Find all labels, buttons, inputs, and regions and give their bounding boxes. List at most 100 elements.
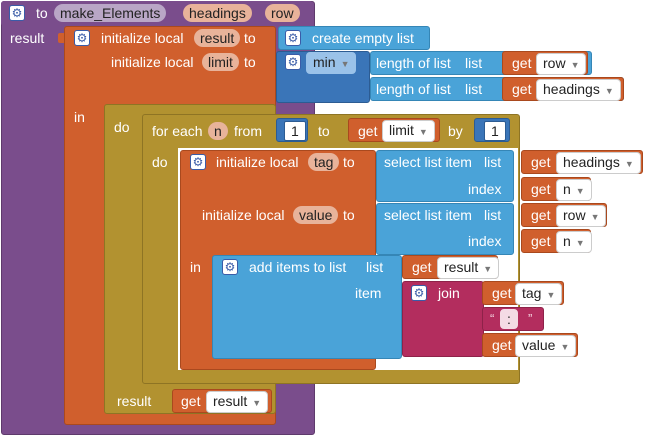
- chevron-down-icon: ▼: [590, 212, 600, 222]
- var-name: row: [543, 55, 566, 71]
- procedure-name-field[interactable]: make_Elements: [54, 4, 167, 22]
- to-label: to: [343, 154, 355, 170]
- text-string-field[interactable]: :: [500, 309, 518, 329]
- local-name-limit[interactable]: limit: [202, 53, 239, 71]
- chevron-down-icon: ▼: [624, 159, 634, 169]
- list-label: list: [484, 154, 502, 170]
- length-of-list-label: length of list: [376, 55, 451, 71]
- local-name-tag[interactable]: tag: [308, 153, 340, 171]
- index-label: index: [468, 233, 502, 249]
- for-each-label: for each: [152, 123, 203, 139]
- create-empty-list-block[interactable]: [278, 26, 430, 50]
- to-label: to: [244, 30, 256, 46]
- chevron-down-icon: ▼: [252, 398, 262, 408]
- get-label: get: [358, 123, 378, 139]
- var-dropdown-result[interactable]: result ▼: [437, 257, 500, 279]
- init-local-label: initialize local: [101, 30, 184, 46]
- close-quote-icon: ”: [528, 311, 533, 326]
- do-label: do: [114, 119, 130, 135]
- procedure-param-headings[interactable]: headings: [183, 4, 252, 22]
- in-label: in: [190, 259, 201, 275]
- to-label: to: [343, 207, 355, 223]
- get-label: get: [531, 233, 551, 249]
- var-name: headings: [563, 154, 620, 170]
- list-label: list: [366, 259, 384, 275]
- gear-icon[interactable]: ⚙: [285, 30, 301, 46]
- list-label: list: [465, 55, 483, 71]
- local-name-result[interactable]: result: [194, 29, 241, 47]
- number-field-by[interactable]: 1: [484, 121, 506, 141]
- var-dropdown-result[interactable]: result ▼: [206, 391, 269, 413]
- open-quote-icon: “: [490, 311, 495, 326]
- chevron-down-icon: ▼: [560, 342, 570, 352]
- get-label: get: [492, 285, 512, 301]
- procedure-keyword: to: [36, 5, 48, 21]
- chevron-down-icon: ▼: [604, 86, 614, 96]
- item-label: item: [355, 285, 382, 301]
- by-label: by: [448, 123, 463, 139]
- procedure-result-label: result: [10, 30, 45, 46]
- get-label: get: [181, 393, 201, 409]
- to-label: to: [244, 54, 256, 70]
- from-label: from: [234, 123, 262, 139]
- select-list-item-block-value[interactable]: [376, 203, 514, 255]
- get-label: get: [492, 337, 512, 353]
- get-label: get: [512, 55, 532, 71]
- text-value: :: [507, 311, 511, 327]
- init-local-label: initialize local: [216, 154, 299, 170]
- chevron-down-icon: ▼: [483, 264, 493, 274]
- var-dropdown-headings[interactable]: headings ▼: [556, 152, 641, 174]
- gear-icon[interactable]: ⚙: [411, 285, 427, 301]
- chevron-down-icon: ▼: [575, 238, 585, 248]
- get-label: get: [412, 259, 432, 275]
- gear-icon[interactable]: ⚙: [285, 54, 301, 70]
- get-label: get: [531, 181, 551, 197]
- var-dropdown-row[interactable]: row ▼: [536, 53, 587, 75]
- list-label: list: [465, 81, 483, 97]
- var-name: limit: [389, 122, 414, 138]
- select-list-item-label: select list item: [384, 154, 472, 170]
- get-label: get: [531, 154, 551, 170]
- chevron-down-icon: ▼: [570, 60, 580, 70]
- do-label: do: [152, 154, 168, 170]
- var-dropdown-n[interactable]: n ▼: [556, 179, 592, 201]
- result-label: result: [117, 393, 152, 409]
- gear-icon[interactable]: ⚙: [9, 5, 25, 21]
- var-dropdown-row[interactable]: row ▼: [556, 205, 607, 227]
- to-label: to: [318, 123, 330, 139]
- var-dropdown-limit[interactable]: limit ▼: [382, 120, 435, 142]
- var-name: tag: [522, 285, 542, 301]
- var-name: n: [563, 181, 571, 197]
- number-field-from[interactable]: 1: [284, 121, 306, 141]
- init-local-label: initialize local: [202, 207, 285, 223]
- var-dropdown-n[interactable]: n ▼: [556, 231, 592, 253]
- length-of-list-label: length of list: [376, 81, 451, 97]
- gear-icon[interactable]: ⚙: [74, 30, 90, 46]
- chevron-down-icon: ▼: [418, 127, 428, 137]
- gear-icon[interactable]: ⚙: [190, 154, 206, 170]
- gear-icon[interactable]: ⚙: [222, 259, 238, 275]
- var-dropdown-value[interactable]: value ▼: [515, 335, 577, 357]
- local-name-value[interactable]: value: [293, 206, 339, 224]
- for-each-var-n[interactable]: n: [208, 122, 228, 140]
- chevron-down-icon: ▼: [575, 186, 585, 196]
- min-dropdown[interactable]: min ▼: [306, 52, 357, 74]
- select-list-item-block-tag[interactable]: [376, 150, 514, 202]
- get-label: get: [531, 207, 551, 223]
- var-name: value: [522, 337, 556, 353]
- var-name: row: [563, 207, 586, 223]
- var-name: n: [563, 233, 571, 249]
- input-tab: [58, 33, 64, 43]
- select-list-item-label: select list item: [384, 207, 472, 223]
- var-dropdown-headings[interactable]: headings ▼: [536, 79, 621, 101]
- index-label: index: [468, 181, 502, 197]
- list-label: list: [484, 207, 502, 223]
- get-label: get: [512, 81, 532, 97]
- var-dropdown-tag[interactable]: tag ▼: [515, 283, 563, 305]
- add-items-to-list-block[interactable]: [212, 255, 402, 359]
- add-items-label: add items to list: [249, 259, 347, 275]
- var-name: result: [213, 393, 248, 409]
- procedure-param-row[interactable]: row: [265, 4, 300, 22]
- in-label: in: [74, 109, 85, 125]
- var-name: headings: [543, 81, 600, 97]
